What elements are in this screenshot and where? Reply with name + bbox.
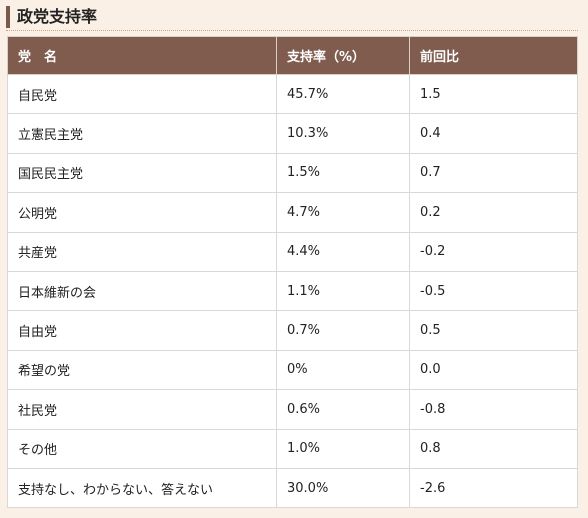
table-row: 立憲民主党 10.3% 0.4 [7, 113, 578, 154]
change-from-previous: 0.5 [409, 310, 578, 351]
header-rate: 支持率（%） [276, 36, 410, 75]
change-from-previous: -2.6 [409, 467, 578, 509]
support-rate: 45.7% [276, 73, 410, 115]
table-body: 自民党 45.7% 1.5 立憲民主党 10.3% 0.4 国民民主党 1.5%… [7, 73, 578, 509]
table-row: 自民党 45.7% 1.5 [7, 73, 578, 115]
table-row: 社民党 0.6% -0.8 [7, 389, 578, 430]
change-from-previous: 0.0 [409, 349, 578, 391]
party-name: その他 [7, 428, 277, 469]
party-support-table: 党 名 支持率（%） 前回比 自民党 45.7% 1.5 立憲民主党 10.3%… [7, 36, 578, 509]
title-divider [6, 30, 578, 31]
support-rate: 1.0% [276, 428, 410, 469]
table-row: その他 1.0% 0.8 [7, 428, 578, 469]
party-name: 立憲民主党 [7, 113, 277, 154]
table-row: 自由党 0.7% 0.5 [7, 310, 578, 351]
change-from-previous: 0.7 [409, 152, 578, 194]
support-rate: 0.6% [276, 389, 410, 430]
support-rate: 0% [276, 349, 410, 391]
support-rate: 1.1% [276, 270, 410, 312]
party-name: 共産党 [7, 231, 277, 272]
change-from-previous: 1.5 [409, 73, 578, 115]
table-row: 支持なし、わからない、答えない 30.0% -2.6 [7, 467, 578, 509]
party-name: 国民民主党 [7, 152, 277, 194]
change-from-previous: 0.2 [409, 192, 578, 233]
change-from-previous: 0.8 [409, 428, 578, 469]
change-from-previous: -0.8 [409, 389, 578, 430]
support-rate: 0.7% [276, 310, 410, 351]
table-row: 国民民主党 1.5% 0.7 [7, 152, 578, 194]
section-title: 政党支持率 [6, 6, 578, 28]
party-name: 公明党 [7, 192, 277, 233]
table-row: 公明党 4.7% 0.2 [7, 192, 578, 233]
party-name: 支持なし、わからない、答えない [7, 467, 277, 509]
party-name: 希望の党 [7, 349, 277, 391]
party-name: 日本維新の会 [7, 270, 277, 312]
support-rate: 1.5% [276, 152, 410, 194]
header-change: 前回比 [409, 36, 578, 75]
table-row: 共産党 4.4% -0.2 [7, 231, 578, 272]
party-name: 社民党 [7, 389, 277, 430]
table-row: 日本維新の会 1.1% -0.5 [7, 270, 578, 312]
party-name: 自民党 [7, 73, 277, 115]
support-rate: 10.3% [276, 113, 410, 154]
support-rate: 4.7% [276, 192, 410, 233]
support-rate: 30.0% [276, 467, 410, 509]
table-row: 希望の党 0% 0.0 [7, 349, 578, 391]
table-header-row: 党 名 支持率（%） 前回比 [7, 36, 578, 75]
change-from-previous: 0.4 [409, 113, 578, 154]
support-rate: 4.4% [276, 231, 410, 272]
party-name: 自由党 [7, 310, 277, 351]
change-from-previous: -0.2 [409, 231, 578, 272]
header-party: 党 名 [7, 36, 277, 75]
change-from-previous: -0.5 [409, 270, 578, 312]
